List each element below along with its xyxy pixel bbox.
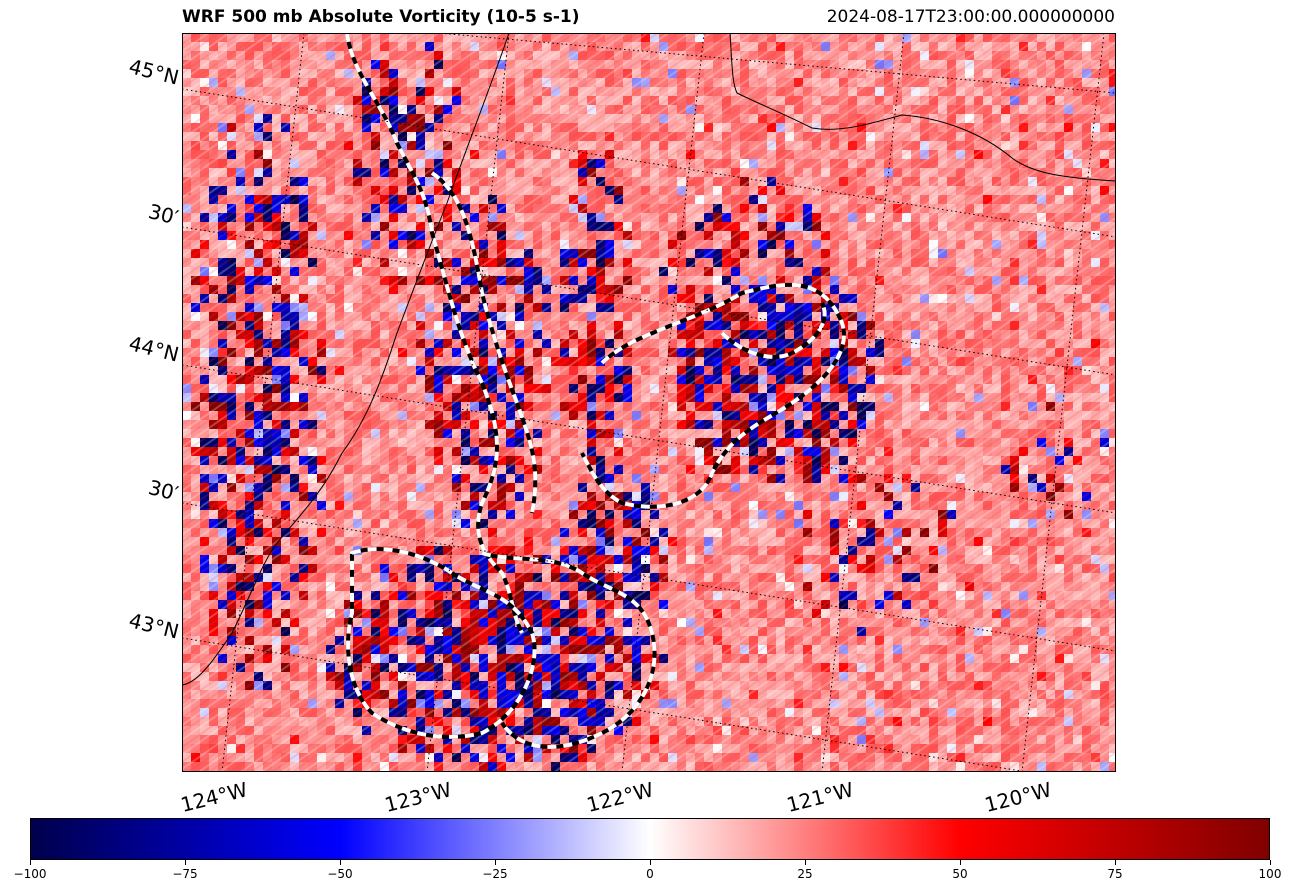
vorticity-map xyxy=(182,33,1116,772)
valid-time: 2024-08-17T23:00:00.000000000 xyxy=(826,7,1115,27)
chart-title: WRF 500 mb Absolute Vorticity (10-5 s-1) xyxy=(182,7,580,27)
